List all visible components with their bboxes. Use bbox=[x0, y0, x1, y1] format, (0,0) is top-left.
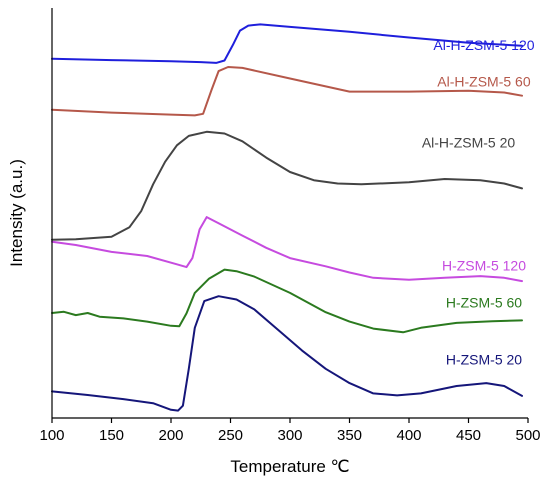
x-axis-title: Temperature ℃ bbox=[230, 457, 349, 476]
series-label-al-h-zsm-5-60: Al-H-ZSM-5 60 bbox=[437, 74, 531, 90]
x-tick-label: 250 bbox=[218, 427, 243, 444]
x-tick-label: 200 bbox=[158, 427, 183, 444]
series-label-h-zsm-5-20: H-ZSM-5 20 bbox=[446, 352, 522, 368]
x-axis-ticks: 100 150 200 250 300 350 400 450 500 bbox=[39, 418, 541, 444]
y-axis-title: Intensity (a.u.) bbox=[7, 159, 26, 267]
x-tick-label: 450 bbox=[456, 427, 481, 444]
series-labels: Al-H-ZSM-5 120 Al-H-ZSM-5 60 Al-H-ZSM-5 20… bbox=[422, 37, 535, 368]
series-line-h-zsm-5-120 bbox=[51, 216, 523, 283]
series-label-h-zsm-5-120: H-ZSM-5 120 bbox=[442, 257, 526, 273]
x-tick-label: 400 bbox=[396, 427, 421, 444]
series-line-al-h-zsm-5-60 bbox=[51, 66, 523, 117]
series-line-h-zsm-5-60 bbox=[51, 268, 523, 334]
series-line-h-zsm-5-20 bbox=[51, 295, 523, 412]
series-label-al-h-zsm-5-120: Al-H-ZSM-5 120 bbox=[433, 37, 534, 53]
x-tick-label: 150 bbox=[99, 427, 124, 444]
series-line-al-h-zsm-5-20 bbox=[51, 130, 523, 241]
x-tick-label: 100 bbox=[39, 427, 64, 444]
series-layer bbox=[51, 23, 523, 412]
series-label-h-zsm-5-60: H-ZSM-5 60 bbox=[446, 294, 522, 310]
series-label-al-h-zsm-5-20: Al-H-ZSM-5 20 bbox=[422, 134, 516, 150]
x-tick-label: 300 bbox=[277, 427, 302, 444]
axes: 100 150 200 250 300 350 400 450 500 bbox=[39, 8, 541, 444]
x-tick-label: 500 bbox=[515, 427, 540, 444]
x-tick-label: 350 bbox=[337, 427, 362, 444]
series-line-al-h-zsm-5-120 bbox=[51, 23, 523, 64]
